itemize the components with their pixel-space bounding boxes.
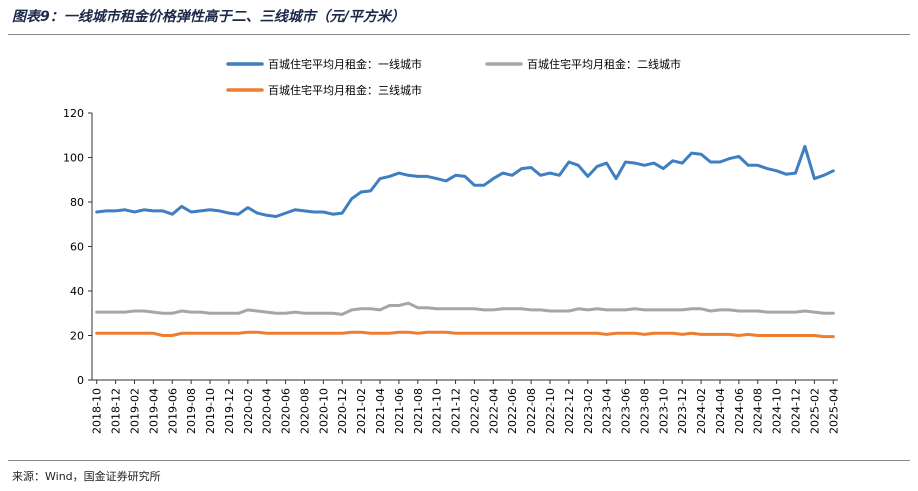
- x-tick-label: 2022-12: [563, 388, 576, 434]
- x-tick-label: 2022-10: [544, 388, 557, 434]
- chart-legend: 百城住宅平均月租金：一线城市 百城住宅平均月租金：二线城市百城住宅平均月租金：三线…: [226, 57, 681, 97]
- x-tick-label: 2020-08: [298, 388, 311, 434]
- y-axis: 0 20 40 60 80 100 120: [63, 107, 93, 387]
- x-tick-label: 2022-04: [487, 388, 500, 434]
- y-tick-label: 100: [63, 152, 84, 165]
- x-tick-label: 2024-10: [771, 388, 784, 434]
- x-tick-label: 2021-06: [393, 388, 406, 434]
- page-title: 图表9：一线城市租金价格弹性高于二、三线城市（元/平方米）: [12, 9, 405, 25]
- x-tick-label: 2019-06: [166, 388, 179, 434]
- y-tick-label: 80: [70, 196, 84, 209]
- x-tick-label: 2019-08: [185, 388, 198, 434]
- series-line-1: [95, 144, 835, 218]
- x-tick-label: 2023-06: [620, 388, 633, 434]
- x-tick-label: 2024-12: [790, 388, 803, 434]
- x-tick-label: 2021-12: [450, 388, 463, 434]
- y-tick-label: 120: [63, 107, 84, 120]
- x-tick-label: 2019-12: [223, 388, 236, 434]
- x-tick-label: 2023-08: [638, 388, 651, 434]
- x-tick-label: 2018-12: [110, 388, 123, 434]
- x-tick-label: 2020-12: [336, 388, 349, 434]
- x-tick-label: 2023-02: [582, 388, 595, 434]
- legend-label-2: 百城住宅平均月租金：二线城市: [527, 57, 681, 71]
- y-tick-label: 60: [70, 241, 84, 254]
- y-tick-label: 0: [77, 374, 84, 387]
- x-tick-label: 2023-10: [657, 388, 670, 434]
- x-tick-label: 2021-10: [431, 388, 444, 434]
- x-tick-label: 2025-02: [808, 388, 821, 434]
- legend-label-3: 百城住宅平均月租金：三线城市: [268, 83, 422, 97]
- x-tick-label: 2020-06: [280, 388, 293, 434]
- y-tick-label: 40: [70, 285, 84, 298]
- x-tick-label: 2022-02: [468, 388, 481, 434]
- x-tick-label: 2019-02: [128, 388, 141, 434]
- x-tick-label: 2021-08: [412, 388, 425, 434]
- x-tick-label: 2024-04: [714, 388, 727, 434]
- x-tick-label: 2024-06: [733, 388, 746, 434]
- x-tick-label: 2022-08: [525, 388, 538, 434]
- x-tick-label: 2022-06: [506, 388, 519, 434]
- x-tick-label: 2024-08: [752, 388, 765, 434]
- x-tick-label: 2024-02: [695, 388, 708, 434]
- x-axis: 2018-10 2018-12 2019-02 2019-04 2019-06 2019-…: [91, 379, 840, 434]
- series-line-2: [95, 301, 835, 316]
- title-divider: [8, 34, 910, 35]
- x-tick-label: 2023-04: [601, 388, 614, 434]
- x-tick-label: 2021-04: [374, 388, 387, 434]
- x-tick-label: 2021-02: [355, 388, 368, 434]
- x-tick-label: 2023-12: [676, 388, 689, 434]
- plot-lines: [95, 144, 835, 339]
- x-tick-label: 2018-10: [91, 388, 104, 434]
- series-line-3: [95, 330, 835, 339]
- x-tick-label: 2019-04: [147, 388, 160, 434]
- source-divider: [8, 460, 910, 461]
- x-tick-label: 2020-02: [242, 388, 255, 434]
- legend-label-1: 百城住宅平均月租金：一线城市: [268, 57, 422, 71]
- source-note: 来源：Wind，国金证券研究所: [12, 470, 161, 483]
- x-tick-label: 2020-04: [261, 388, 274, 434]
- y-tick-label: 20: [70, 330, 84, 343]
- x-tick-label: 2019-10: [204, 388, 217, 434]
- x-tick-label: 2025-04: [827, 388, 840, 434]
- x-tick-label: 2020-10: [317, 388, 330, 434]
